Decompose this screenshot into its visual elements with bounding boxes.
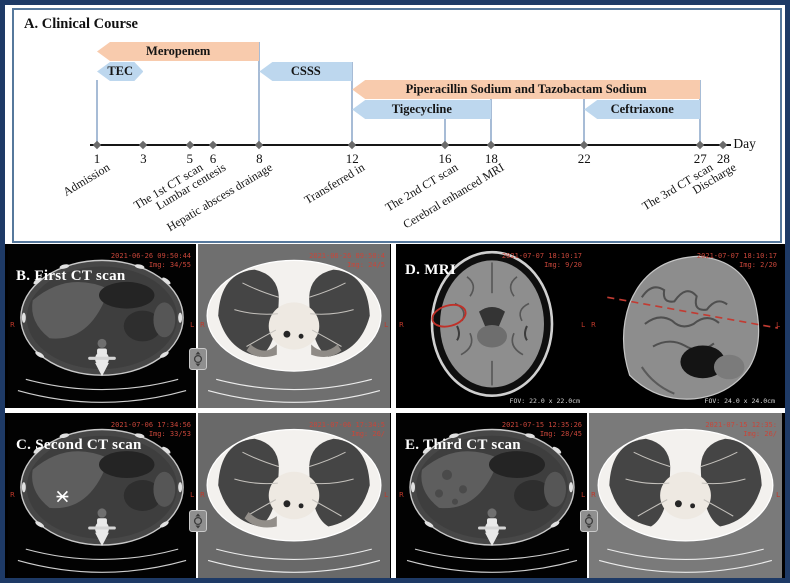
scan-image-e-left: 2021-07-15 12:35:26 Img: 28/45 E. Third C…	[397, 413, 587, 578]
timestamp-overlay: 2021-06-26 09:50:44 Img: 34/55	[110, 252, 191, 269]
scan-image-d-right: 2021-07-07 18:10:17 Img: 2/20 FOV: 24.0 x…	[589, 244, 782, 408]
orientation-marker-right: L	[581, 490, 585, 499]
timestamp-overlay: 2021-07-06 17:34:56 Img: 33/53	[110, 421, 191, 438]
timeline-guide-line	[490, 99, 493, 145]
scroll-indicator-icon	[189, 510, 207, 532]
timeline-guide-line	[444, 119, 446, 145]
treatment-bar-ceftriaxone: Ceftriaxone	[584, 100, 701, 119]
panel-e-label: E. Third CT scan	[405, 437, 521, 453]
timestamp-overlay: 2021-07-15 12:35:26 Img: 28/45	[501, 421, 582, 438]
panel-a-clinical-course: A. Clinical Course Day 1 3 5 6 8 12 16 18 22 27 28 M…	[12, 8, 782, 243]
axis-tick-number: 3	[140, 151, 147, 166]
orientation-marker-left: R	[200, 321, 205, 329]
axis-tick-diamond	[208, 140, 218, 150]
scan-image-b-right: 2021-06-26 09:50:4 Img: 24/5 R L	[198, 244, 390, 408]
axis-tick-number: 16	[438, 151, 452, 166]
timeline-guide-line	[258, 42, 261, 145]
scan-image-c-right: 2021-07-06 17:34:5 Img: 26/ R L	[198, 413, 390, 578]
axis-tick-number: 8	[256, 151, 263, 166]
axis-tick-diamond	[719, 140, 728, 150]
timestamp-overlay: 2021-07-06 17:34:5 Img: 26/	[309, 421, 385, 438]
orientation-marker-left: R	[591, 490, 596, 499]
scroll-indicator-icon	[580, 510, 598, 532]
timestamp-overlay: 2021-06-26 09:50:4 Img: 24/5	[309, 252, 385, 269]
timeline-guide-line	[699, 80, 702, 145]
horizontal-divider	[5, 408, 785, 413]
timeline-guide-line	[96, 80, 98, 145]
axis-tick-number: 22	[577, 151, 591, 166]
axis-tick-diamond	[440, 140, 450, 150]
scan-image-b-left: 2021-06-26 09:50:44 Img: 34/55 B. First C…	[8, 244, 196, 408]
orientation-marker-right: L	[776, 490, 780, 499]
axis-tick-number: 12	[345, 151, 359, 166]
treatment-bar-meropenem: Meropenem	[97, 42, 260, 61]
treatment-bar-tec: TEC	[97, 62, 143, 81]
event-label-transferred-in: Transferred in	[302, 160, 368, 207]
orientation-marker-right: L	[776, 321, 780, 329]
axis-tick-diamond	[579, 140, 589, 150]
timestamp-overlay: 2021-07-15 12:35: Img: 26/	[705, 421, 777, 438]
scan-image-e-right: 2021-07-15 12:35: Img: 26/ R L	[589, 413, 782, 578]
axis-tick-number: 28	[716, 151, 730, 166]
treatment-bar-tigecycline: Tigecycline	[352, 100, 492, 119]
timeline-chart: Day 1 3 5 6 8 12 16 18 22 27 28 Meropenem TEC CSSS Pipe…	[14, 10, 776, 237]
fov-readout: FOV: 22.0 x 22.0cm	[509, 397, 580, 405]
timestamp-overlay: 2021-07-07 18:10:17 Img: 9/20	[501, 252, 582, 269]
panel-d-label: D. MRI	[405, 262, 456, 278]
pair-divider-c	[196, 413, 198, 578]
axis-tick-diamond	[695, 140, 705, 150]
axis-tick-number: 5	[186, 151, 194, 166]
panel-b-label: B. First CT scan	[16, 268, 126, 284]
axis-tick-diamond	[347, 140, 357, 150]
scan-image-c-left: 2021-07-06 17:34:56 Img: 33/53 C. Second …	[8, 413, 196, 578]
scroll-indicator-icon	[189, 348, 207, 370]
timestamp-overlay: 2021-07-07 18:10:17 Img: 2/20	[696, 252, 777, 269]
axis-tick-diamond	[92, 140, 102, 150]
scan-image-d-left: 2021-07-07 18:10:17 Img: 9/20 D. MRI FOV:…	[397, 244, 587, 408]
axis-day-label: Day	[733, 136, 756, 151]
timeline-axis	[90, 144, 732, 146]
pair-divider-e	[587, 413, 589, 578]
orientation-marker-right: L	[384, 321, 388, 329]
axis-tick-diamond	[255, 140, 264, 150]
axis-tick-number: 6	[209, 151, 217, 166]
panel-a-title: A. Clinical Course	[24, 16, 138, 32]
fov-readout: FOV: 24.0 x 24.0cm	[704, 397, 775, 405]
axis-tick-diamond	[185, 140, 195, 150]
orientation-marker-right: L	[190, 490, 194, 499]
panel-c-label: C. Second CT scan	[16, 437, 142, 453]
treatment-bar-piperacillin: Piperacillin Sodium and Tazobactam Sodiu…	[352, 80, 701, 99]
orientation-marker-right: L	[190, 321, 194, 329]
orientation-marker-left: R	[10, 321, 15, 329]
orientation-marker-left: R	[10, 490, 15, 499]
orientation-marker-left: R	[591, 321, 596, 329]
timeline-guide-line	[583, 99, 586, 145]
orientation-marker-right: L	[581, 321, 585, 329]
orientation-marker-left: R	[200, 490, 205, 499]
orientation-marker-right: L	[384, 490, 388, 499]
axis-tick-diamond	[487, 140, 496, 150]
orientation-marker-left: R	[399, 321, 404, 329]
axis-tick-diamond	[139, 140, 148, 150]
pair-divider-b	[196, 244, 198, 408]
axis-tick-number: 27	[693, 151, 707, 166]
scan-viewer: 2021-06-26 09:50:44 Img: 34/55 B. First C…	[5, 244, 785, 578]
orientation-marker-left: R	[399, 490, 404, 499]
timeline-guide-line	[351, 62, 354, 145]
treatment-bar-csss: CSSS	[259, 62, 353, 81]
axis-tick-number: 1	[93, 151, 101, 166]
axis-tick-number: 18	[484, 151, 498, 166]
